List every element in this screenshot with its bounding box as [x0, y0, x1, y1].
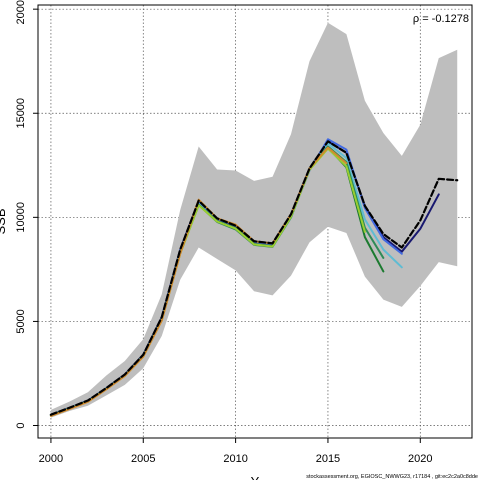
y-axis-title: SSB — [0, 208, 8, 234]
x-axis: 2000 2005 2010 2015 2020 — [39, 438, 433, 465]
confidence-band — [50, 22, 458, 418]
y-tick-label: 10000 — [15, 202, 27, 233]
x-tick-label: 2015 — [316, 453, 340, 465]
x-tick-label: 2020 — [408, 453, 432, 465]
footer-text: stockassessment.org, EGIOSC_NWWG23, r171… — [306, 474, 478, 480]
y-tick-label: 15000 — [15, 98, 27, 129]
y-tick-label: 5000 — [15, 309, 27, 333]
x-tick-label: 2000 — [39, 453, 63, 465]
series-layer — [49, 138, 459, 417]
confidence-band-layer — [50, 22, 458, 418]
rho-annotation: ρ = -0.1278 — [413, 13, 469, 25]
x-tick-label: 2010 — [223, 453, 247, 465]
plot-frame — [37, 4, 473, 439]
y-tick-label: 20000 — [15, 0, 27, 24]
y-tick-label: 0 — [15, 422, 27, 428]
series-line-dashed — [49, 140, 459, 416]
x-tick-label: 2005 — [131, 453, 155, 465]
x-axis-title: Y — [251, 474, 260, 480]
y-axis: 0 5000 10000 15000 20000 — [15, 0, 38, 429]
